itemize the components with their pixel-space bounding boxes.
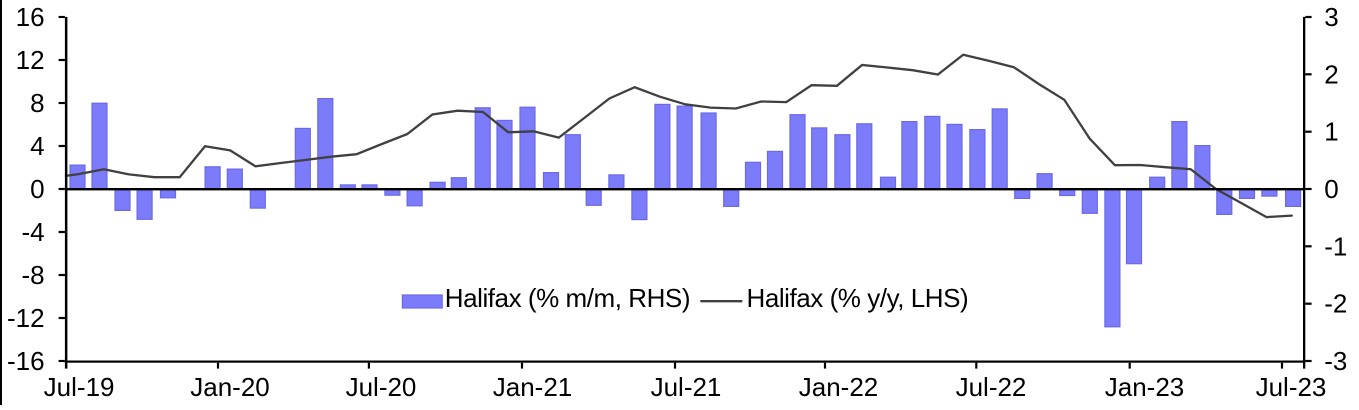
svg-text:Jul-22: Jul-22 (956, 372, 1027, 402)
svg-text:Jan-22: Jan-22 (799, 372, 879, 402)
svg-text:8: 8 (30, 88, 44, 118)
svg-text:-16: -16 (7, 346, 45, 376)
svg-text:Jul-23: Jul-23 (1256, 372, 1327, 402)
svg-text:0: 0 (1324, 174, 1338, 204)
svg-text:Jan-21: Jan-21 (493, 372, 573, 402)
svg-text:-8: -8 (21, 260, 44, 290)
svg-text:Jul-19: Jul-19 (44, 372, 115, 402)
svg-text:0: 0 (30, 174, 44, 204)
svg-text:Jul-20: Jul-20 (346, 372, 417, 402)
svg-text:-2: -2 (1324, 289, 1347, 319)
svg-text:2: 2 (1324, 59, 1338, 89)
svg-text:1: 1 (1324, 117, 1338, 147)
svg-text:-1: -1 (1324, 231, 1347, 261)
svg-text:Halifax (% y/y, LHS): Halifax (% y/y, LHS) (747, 283, 969, 313)
svg-text:-4: -4 (21, 217, 44, 247)
svg-text:12: 12 (16, 45, 45, 75)
svg-text:Jul-21: Jul-21 (651, 372, 722, 402)
svg-text:-12: -12 (7, 303, 45, 333)
svg-text:4: 4 (30, 131, 44, 161)
svg-text:Halifax (% m/m, RHS): Halifax (% m/m, RHS) (445, 283, 690, 313)
svg-text:Jan-20: Jan-20 (190, 372, 270, 402)
svg-text:-3: -3 (1324, 346, 1347, 376)
svg-text:Jan-23: Jan-23 (1105, 372, 1185, 402)
svg-text:3: 3 (1324, 2, 1338, 32)
svg-text:16: 16 (16, 2, 45, 32)
